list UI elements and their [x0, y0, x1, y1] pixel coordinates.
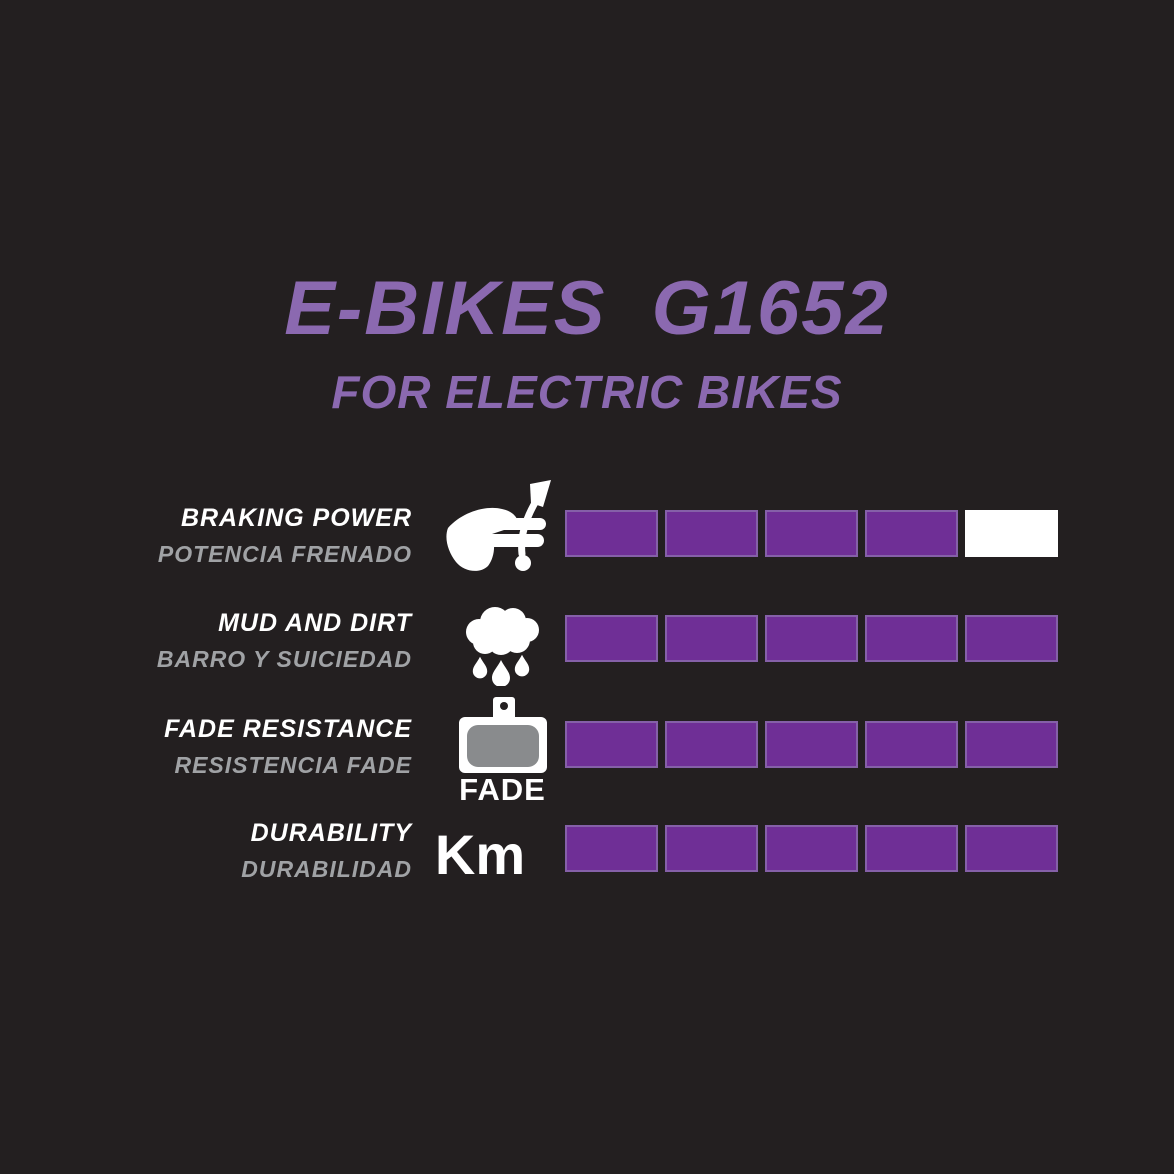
rating-segment-filled [665, 615, 758, 662]
rating-segment-filled [865, 510, 958, 557]
rating-segment-filled [965, 615, 1058, 662]
header: E-BIKES G1652 FOR ELECTRIC BIKES [0, 266, 1174, 418]
row-labels: DURABILITY DURABILIDAD [32, 818, 412, 883]
rating-segment-filled [865, 615, 958, 662]
rating-segment-filled [865, 721, 958, 768]
rating-row-fade-resistance: FADE RESISTANCE RESISTENCIA FADE FADE [0, 697, 1174, 834]
rain-cloud-icon [430, 598, 575, 686]
rating-bar-fade-resistance [565, 721, 1058, 768]
rating-segment-filled [765, 510, 858, 557]
row-labels: BRAKING POWER POTENCIA FRENADO [32, 503, 412, 568]
rating-segment-filled [565, 615, 658, 662]
rating-segment-filled [765, 615, 858, 662]
rating-segment-filled [565, 510, 658, 557]
rating-segment-filled [965, 825, 1058, 872]
row-label-en: FADE RESISTANCE [164, 715, 412, 743]
fade-icon-caption: FADE [459, 772, 546, 807]
rating-row-mud-and-dirt: MUD AND DIRT BARRO Y SUICIEDAD [0, 607, 1174, 728]
row-label-en: BRAKING POWER [180, 504, 412, 532]
rating-bar-mud-and-dirt [565, 615, 1058, 662]
rating-bar-durability [565, 825, 1058, 872]
rating-segment-filled [865, 825, 958, 872]
rating-segment-filled [765, 825, 858, 872]
row-label-es: DURABILIDAD [241, 856, 412, 882]
row-labels: MUD AND DIRT BARRO Y SUICIEDAD [32, 608, 412, 673]
row-label-es: BARRO Y SUICIEDAD [156, 646, 412, 672]
brake-lever-hand-icon [430, 480, 575, 580]
rating-bar-braking-power [565, 510, 1058, 557]
rating-segment-filled [665, 510, 758, 557]
row-label-es: POTENCIA FRENADO [157, 541, 412, 567]
rating-row-braking-power: BRAKING POWER POTENCIA FRENADO [0, 480, 1174, 623]
km-label: Km [434, 823, 526, 886]
brake-pad-icon: FADE [430, 697, 575, 807]
rating-row-durability: DURABILITY DURABILIDAD Km [0, 818, 1174, 938]
row-label-es: RESISTENCIA FADE [174, 752, 412, 778]
rating-segment-empty [965, 510, 1058, 557]
row-labels: FADE RESISTANCE RESISTENCIA FADE [32, 714, 412, 779]
row-label-en: MUD AND DIRT [218, 609, 412, 637]
row-label-en: DURABILITY [250, 819, 412, 847]
km-text-icon: Km [430, 826, 575, 884]
rating-segment-filled [665, 825, 758, 872]
rating-segment-filled [565, 825, 658, 872]
page-subtitle: FOR ELECTRIC BIKES [331, 366, 843, 418]
page-title: E-BIKES G1652 [284, 266, 890, 351]
rating-segment-filled [765, 721, 858, 768]
rating-segment-filled [965, 721, 1058, 768]
rating-segment-filled [565, 721, 658, 768]
rating-segment-filled [665, 721, 758, 768]
